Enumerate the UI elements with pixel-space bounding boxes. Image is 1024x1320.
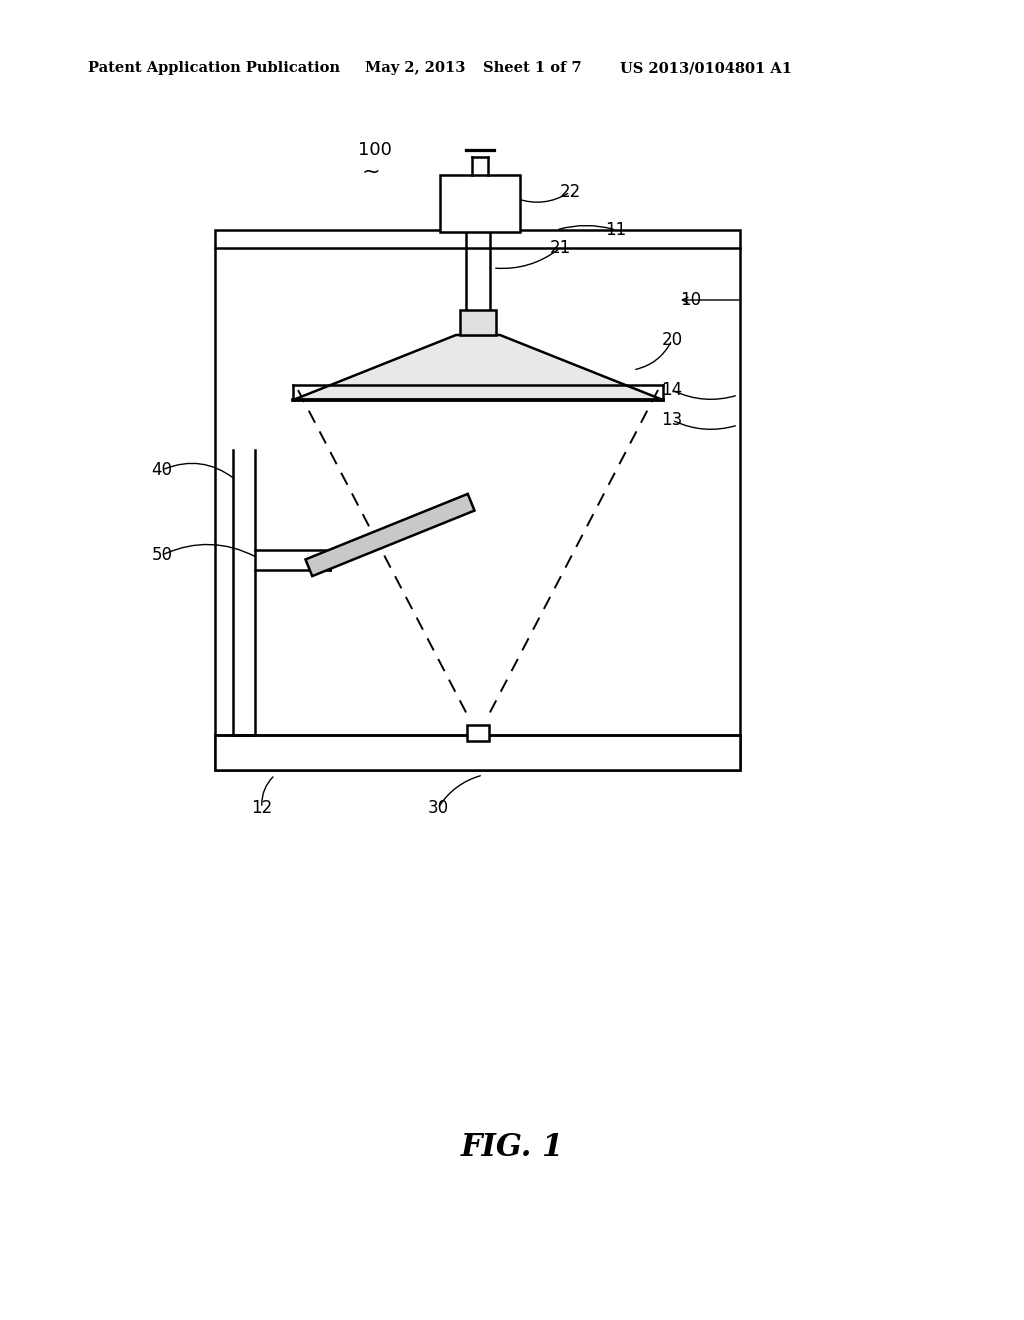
Bar (215, 230, 740, 770)
Polygon shape (305, 494, 474, 576)
Text: 12: 12 (251, 799, 272, 817)
Bar (460, 310, 496, 335)
Polygon shape (293, 335, 663, 400)
Text: Patent Application Publication: Patent Application Publication (88, 61, 340, 75)
Text: Sheet 1 of 7: Sheet 1 of 7 (483, 61, 582, 75)
Bar (215, 735, 740, 770)
Text: 100: 100 (358, 141, 392, 158)
Text: 14: 14 (662, 381, 683, 399)
Text: 40: 40 (152, 461, 172, 479)
Text: 13: 13 (662, 411, 683, 429)
Bar (467, 725, 489, 741)
Text: 20: 20 (662, 331, 683, 348)
Text: May 2, 2013: May 2, 2013 (365, 61, 465, 75)
Text: 22: 22 (559, 183, 581, 201)
Text: 10: 10 (680, 290, 701, 309)
Text: 50: 50 (152, 546, 172, 564)
Text: ~: ~ (362, 162, 381, 182)
Text: US 2013/0104801 A1: US 2013/0104801 A1 (620, 61, 792, 75)
Text: 21: 21 (549, 239, 570, 257)
Bar (440, 176, 520, 232)
Text: 11: 11 (605, 220, 627, 239)
Text: 30: 30 (427, 799, 449, 817)
Text: FIG. 1: FIG. 1 (461, 1133, 563, 1163)
